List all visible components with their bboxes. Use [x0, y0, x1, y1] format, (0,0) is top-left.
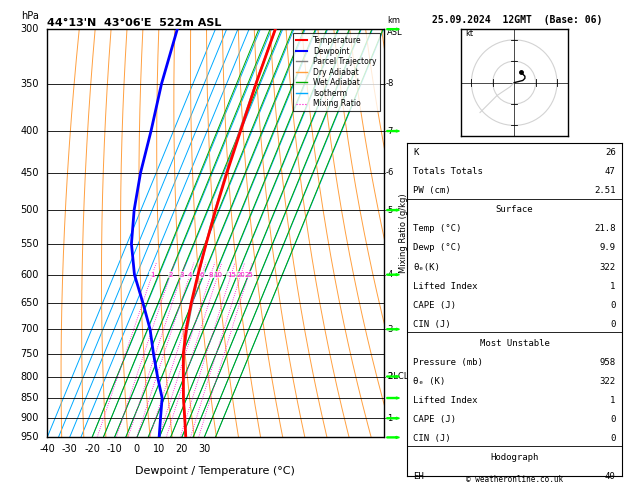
Text: 8: 8 [209, 272, 213, 278]
Text: 9.9: 9.9 [599, 243, 616, 253]
Text: 700: 700 [20, 324, 39, 334]
Text: 6: 6 [200, 272, 204, 278]
Text: 650: 650 [20, 298, 39, 308]
Text: θₑ(K): θₑ(K) [413, 262, 440, 272]
Text: PW (cm): PW (cm) [413, 187, 451, 195]
Text: 322: 322 [599, 377, 616, 386]
Text: 400: 400 [20, 126, 39, 136]
Text: 2.51: 2.51 [594, 187, 616, 195]
Text: 750: 750 [20, 348, 39, 359]
Text: 950: 950 [20, 433, 39, 442]
Text: -40: -40 [39, 444, 55, 454]
Text: -30: -30 [62, 444, 77, 454]
Text: 15: 15 [226, 272, 236, 278]
Text: Temp (°C): Temp (°C) [413, 225, 462, 233]
Text: 10: 10 [153, 444, 165, 454]
Text: Hodograph: Hodograph [491, 453, 538, 462]
Text: 0: 0 [134, 444, 140, 454]
Text: -2: -2 [386, 372, 394, 381]
Text: 26: 26 [605, 148, 616, 157]
Text: -3: -3 [386, 325, 394, 334]
Text: kt: kt [465, 29, 473, 37]
Text: Surface: Surface [496, 206, 533, 214]
Text: Totals Totals: Totals Totals [413, 167, 483, 176]
Text: 0: 0 [610, 415, 616, 424]
Text: CAPE (J): CAPE (J) [413, 300, 457, 310]
Text: 10: 10 [213, 272, 223, 278]
Text: 550: 550 [20, 239, 39, 249]
Text: -20: -20 [84, 444, 100, 454]
Text: -1: -1 [386, 414, 394, 423]
Text: Most Unstable: Most Unstable [479, 339, 550, 347]
Text: 300: 300 [20, 24, 39, 34]
Text: 3: 3 [179, 272, 184, 278]
Text: -4: -4 [386, 270, 394, 279]
Text: -8: -8 [386, 79, 394, 88]
Legend: Temperature, Dewpoint, Parcel Trajectory, Dry Adiabat, Wet Adiabat, Isotherm, Mi: Temperature, Dewpoint, Parcel Trajectory… [292, 33, 380, 111]
Text: 1: 1 [150, 272, 155, 278]
Text: -2LCL: -2LCL [386, 372, 409, 381]
Text: 958: 958 [599, 358, 616, 366]
Text: 21.8: 21.8 [594, 225, 616, 233]
Text: Pressure (mb): Pressure (mb) [413, 358, 483, 366]
Text: 47: 47 [605, 167, 616, 176]
Text: 20: 20 [175, 444, 188, 454]
Text: Mixing Ratio (g/kg): Mixing Ratio (g/kg) [399, 193, 408, 273]
Text: 0: 0 [610, 434, 616, 443]
Text: 850: 850 [20, 393, 39, 403]
Text: 800: 800 [20, 371, 39, 382]
Text: -10: -10 [106, 444, 123, 454]
Text: 25.09.2024  12GMT  (Base: 06): 25.09.2024 12GMT (Base: 06) [432, 15, 603, 25]
Text: ASL: ASL [387, 28, 403, 37]
Text: 1: 1 [610, 396, 616, 405]
Text: CAPE (J): CAPE (J) [413, 415, 457, 424]
Text: 2: 2 [168, 272, 172, 278]
Text: Dewp (°C): Dewp (°C) [413, 243, 462, 253]
Text: 44°13'N  43°06'E  522m ASL: 44°13'N 43°06'E 522m ASL [47, 18, 221, 28]
Text: 25: 25 [244, 272, 253, 278]
Text: 600: 600 [20, 270, 39, 279]
Text: 500: 500 [20, 205, 39, 215]
Text: 20: 20 [237, 272, 245, 278]
Text: K: K [413, 148, 419, 157]
Text: 322: 322 [599, 262, 616, 272]
Text: 30: 30 [198, 444, 210, 454]
Text: 1: 1 [610, 281, 616, 291]
Text: 450: 450 [20, 168, 39, 178]
Text: -5: -5 [386, 206, 394, 215]
Text: 0: 0 [610, 320, 616, 329]
Text: Lifted Index: Lifted Index [413, 281, 478, 291]
Text: -6: -6 [386, 168, 394, 177]
Text: © weatheronline.co.uk: © weatheronline.co.uk [466, 474, 563, 484]
Text: θₑ (K): θₑ (K) [413, 377, 446, 386]
Text: EH: EH [413, 472, 424, 481]
Text: -7: -7 [386, 126, 394, 136]
Text: CIN (J): CIN (J) [413, 320, 451, 329]
Text: Lifted Index: Lifted Index [413, 396, 478, 405]
Text: 900: 900 [20, 413, 39, 423]
Text: 0: 0 [610, 300, 616, 310]
Text: Dewpoint / Temperature (°C): Dewpoint / Temperature (°C) [135, 466, 296, 476]
Text: 350: 350 [20, 79, 39, 89]
Text: hPa: hPa [21, 11, 39, 21]
Text: CIN (J): CIN (J) [413, 434, 451, 443]
Text: km: km [387, 16, 400, 25]
Text: 4: 4 [187, 272, 192, 278]
Text: 40: 40 [605, 472, 616, 481]
